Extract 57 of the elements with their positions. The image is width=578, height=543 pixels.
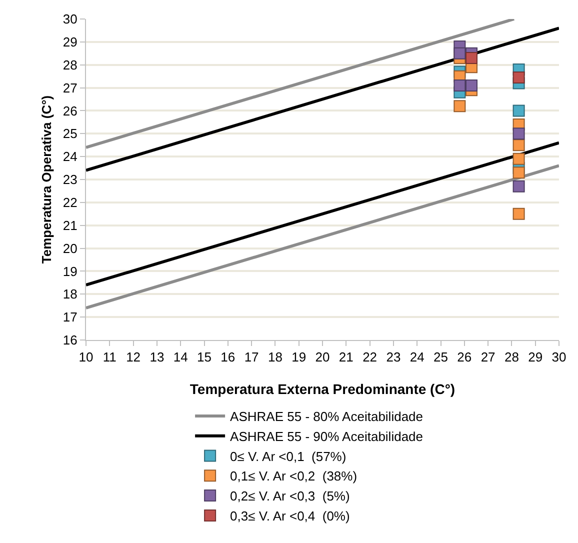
- y-axis-title: Temperatura Operativa (C°): [38, 95, 54, 264]
- x-tick-label: 14: [173, 350, 188, 365]
- y-tick-label: 18: [62, 286, 78, 302]
- x-tick-label: 18: [268, 350, 282, 365]
- point: [512, 128, 525, 140]
- point: [512, 166, 525, 179]
- x-tick-label: 25: [434, 350, 448, 365]
- x-tick-label: 29: [528, 350, 543, 365]
- y-tick-label: 25: [62, 126, 78, 142]
- x-tick-label: 30: [552, 350, 566, 365]
- y-tick-label: 24: [62, 149, 78, 164]
- x-tick-label: 10: [78, 350, 94, 365]
- point: [454, 79, 466, 92]
- legend-label: 0,3≤ V. Ar <0,4 (0%): [230, 508, 350, 524]
- legend-label: 0≤ V. Ar <0,1 (57%): [230, 448, 346, 464]
- y-tick-label: 29: [62, 34, 78, 50]
- x-tick-label: 12: [126, 350, 141, 365]
- point: [454, 100, 466, 112]
- y-tick-label: 23: [62, 172, 78, 188]
- y-tick-label: 16: [62, 332, 78, 348]
- point: [466, 52, 478, 64]
- y-tick-label: 27: [62, 80, 78, 96]
- legend-label: ASHRAE 55 - 90% Aceitabilidade: [230, 428, 424, 444]
- y-tick-label: 22: [62, 194, 78, 210]
- y-tick-label: 19: [62, 264, 78, 279]
- y-tick-label: 17: [62, 310, 78, 325]
- x-tick-label: 23: [386, 350, 401, 365]
- point: [512, 139, 525, 152]
- x-tick-label: 22: [362, 350, 378, 365]
- x-tick-label: 17: [244, 350, 259, 365]
- y-tick-label: 26: [62, 103, 78, 118]
- y-tick-label: 28: [62, 57, 78, 72]
- x-tick-label: 21: [338, 350, 354, 365]
- y-tick-label: 30: [62, 12, 78, 27]
- x-tick-label: 13: [150, 350, 164, 365]
- point: [512, 208, 525, 220]
- x-tick-label: 19: [292, 350, 306, 365]
- x-tick-label: 11: [102, 350, 116, 365]
- x-tick-label: 27: [480, 350, 496, 365]
- point: [512, 71, 525, 84]
- legend-label: 0,2≤ V. Ar <0,3 (5%): [230, 488, 350, 504]
- point: [512, 180, 525, 192]
- x-tick-label: 20: [315, 350, 330, 365]
- x-axis-title: Temperatura Externa Predominante (C°): [190, 380, 456, 397]
- y-tick-label: 21: [62, 218, 78, 233]
- legend-label: ASHRAE 55 - 80% Aceitabilidade: [230, 409, 424, 424]
- point: [512, 104, 525, 117]
- x-tick-label: 26: [457, 350, 472, 365]
- legend-label: 0,1≤ V. Ar <0,2 (38%): [230, 468, 358, 484]
- x-tick-label: 24: [410, 350, 424, 365]
- point: [466, 79, 478, 92]
- y-tick-label: 20: [62, 240, 78, 256]
- point: [454, 47, 466, 60]
- x-tick-label: 28: [504, 350, 519, 365]
- x-tick-label: 15: [197, 350, 212, 365]
- x-tick-label: 16: [220, 350, 236, 365]
- point: [512, 152, 525, 165]
